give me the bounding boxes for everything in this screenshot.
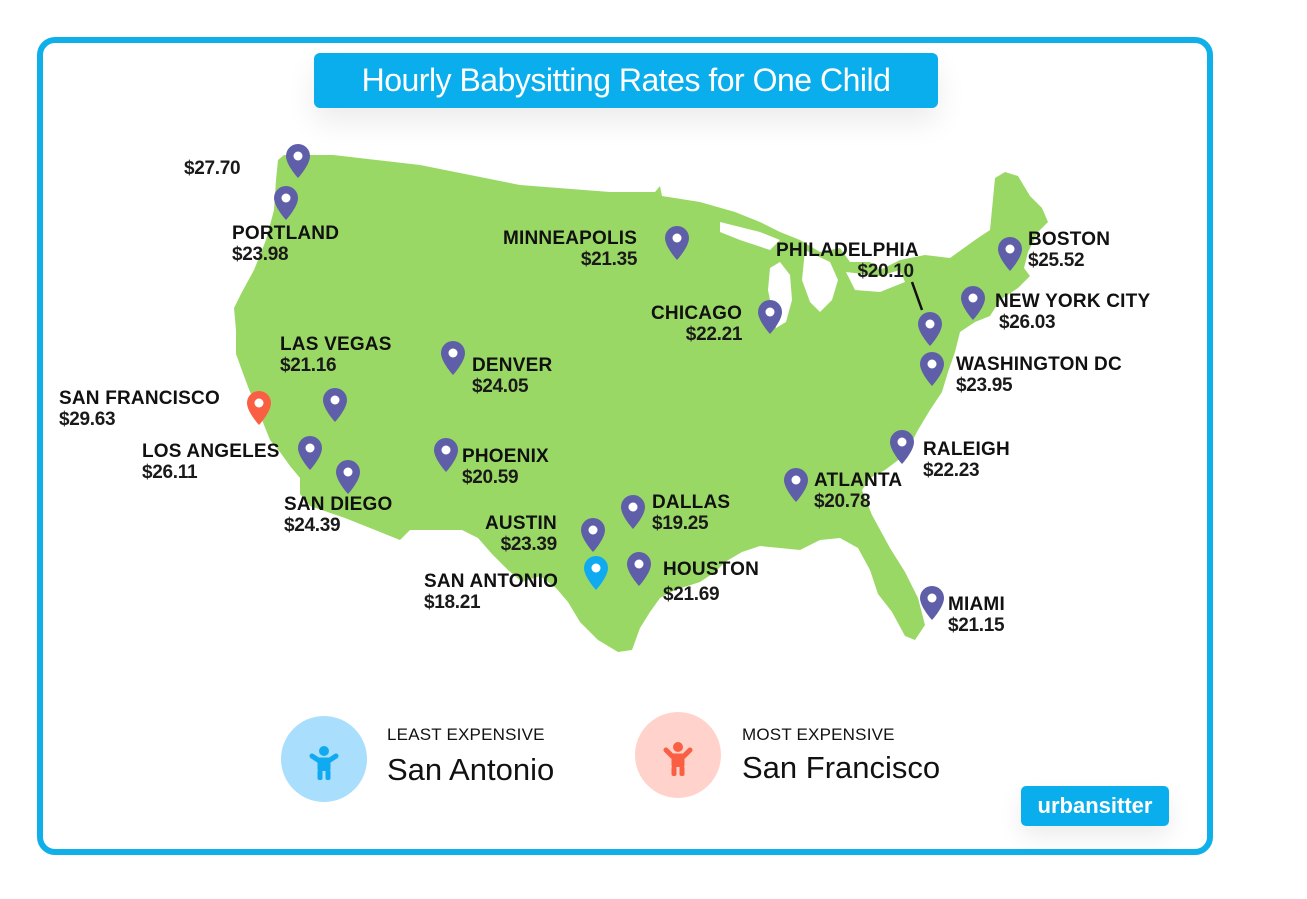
city-price: $23.39 [500,534,558,555]
city-price: $18.21 [424,592,481,613]
city-price: $21.15 [948,615,1005,636]
city-name: NEW YORK CITY [995,291,1151,312]
city-price: $24.05 [472,376,529,397]
city-price: $19.25 [652,513,709,534]
most-expensive-badge [635,712,721,798]
pin-raleigh-icon[interactable] [890,430,914,464]
pin-chicago-icon[interactable] [758,300,782,334]
pin-miami-icon[interactable] [920,586,944,620]
city-label-seattle: $27.70 [184,157,241,179]
city-name: LOS ANGELES [142,441,280,462]
city-name: WASHINGTON DC [956,354,1122,375]
city-label-san-antonio: SAN ANTONIO $18.21 [424,572,558,612]
city-name: DENVER [472,355,553,376]
pin-new-york-icon[interactable] [961,286,985,320]
child-icon [309,746,339,780]
city-name: SAN DIEGO [284,494,393,515]
pin-los-angeles-icon[interactable] [298,436,322,470]
pin-philadelphia-icon[interactable] [918,312,942,346]
city-label-denver: DENVER $24.05 [472,356,552,396]
city-price: $21.69 [663,584,720,605]
city-name: DALLAS [652,492,731,513]
city-price: $29.63 [59,409,116,430]
city-price: $24.39 [284,515,341,536]
city-price: $22.21 [685,324,743,345]
city-label-portland: PORTLAND $23.98 [232,224,339,264]
city-name: PHOENIX [462,446,549,467]
least-expensive-city: San Antonio [387,752,555,787]
pin-atlanta-icon[interactable] [784,468,808,502]
least-expensive-badge [281,716,367,802]
pin-minneapolis-icon[interactable] [665,226,689,260]
pin-seattle-icon[interactable] [286,144,310,178]
city-name: BOSTON [1028,229,1111,250]
city-name: PORTLAND [232,223,340,244]
city-label-washington: WASHINGTON DC $23.95 [956,355,1122,395]
city-label-boston: BOSTON $25.52 [1028,230,1110,270]
city-label-miami: MIAMI $21.15 [948,595,1005,635]
page-title: Hourly Babysitting Rates for One Child [314,53,938,108]
pin-las-vegas-icon[interactable] [323,388,347,422]
city-label-dallas: DALLAS $19.25 [652,493,730,533]
city-price: $22.23 [923,460,980,481]
city-price: $23.95 [956,375,1013,396]
pin-san-diego-icon[interactable] [336,460,360,494]
city-label-san-diego: SAN DIEGO $24.39 [284,495,392,535]
most-expensive-label: MOST EXPENSIVE [742,725,895,744]
city-label-raleigh: RALEIGH $22.23 [923,440,1010,480]
city-name: AUSTIN [485,513,557,534]
city-name: HOUSTON [663,559,760,580]
us-map-shape [234,155,1048,652]
pin-austin-icon[interactable] [581,518,605,552]
city-price: $26.11 [142,462,198,483]
city-label-new-york: NEW YORK CITY $26.03 [995,292,1150,332]
city-price: $21.35 [580,249,638,270]
city-name: SAN ANTONIO [424,571,559,592]
city-price: $21.16 [280,355,337,376]
city-label-atlanta: ATLANTA $20.78 [814,471,902,511]
urbansitter-logo[interactable]: urbansitter [1021,786,1169,826]
city-label-chicago: CHICAGO $22.21 [651,304,742,344]
child-icon [663,742,693,776]
city-name: ATLANTA [814,470,903,491]
pin-washington-icon[interactable] [920,352,944,386]
philadelphia-leader-line [910,281,924,311]
city-name: CHICAGO [651,303,743,324]
city-label-minneapolis: MINNEAPOLIS $21.35 [503,229,637,269]
city-name: LAS VEGAS [280,334,392,355]
city-price: $20.59 [462,467,519,488]
city-name: SAN FRANCISCO [59,388,220,409]
pin-dallas-icon[interactable] [621,495,645,529]
city-name: MINNEAPOLIS [503,228,638,249]
least-expensive-label: LEAST EXPENSIVE [387,725,545,744]
city-price: $20.78 [814,491,871,512]
city-price: $20.10 [857,261,914,282]
city-label-san-francisco: SAN FRANCISCO $29.63 [59,389,220,429]
pin-portland-icon[interactable] [274,186,298,220]
city-price: $25.52 [1028,250,1085,271]
city-label-los-angeles: LOS ANGELES $26.11 [142,442,280,482]
city-price: $23.98 [232,244,289,265]
city-label-las-vegas: LAS VEGAS $21.16 [280,335,392,375]
pin-san-antonio-icon[interactable] [584,556,608,590]
most-expensive-city: San Francisco [742,750,941,785]
pin-denver-icon[interactable] [441,341,465,375]
city-label-houston: HOUSTON $21.69 [663,560,759,604]
city-name: MIAMI [948,594,1005,615]
pin-boston-icon[interactable] [998,237,1022,271]
city-name: RALEIGH [923,439,1010,460]
city-price: $26.03 [999,312,1056,333]
pin-houston-icon[interactable] [627,552,651,586]
pin-phoenix-icon[interactable] [434,438,458,472]
city-label-philadelphia: PHILADELPHIA $20.10 [776,241,919,281]
city-price: $27.70 [184,158,241,179]
city-name: PHILADELPHIA [776,240,919,261]
city-label-phoenix: PHOENIX $20.59 [462,447,549,487]
city-label-austin: AUSTIN $23.39 [485,514,557,554]
pin-san-francisco-icon[interactable] [247,391,271,425]
